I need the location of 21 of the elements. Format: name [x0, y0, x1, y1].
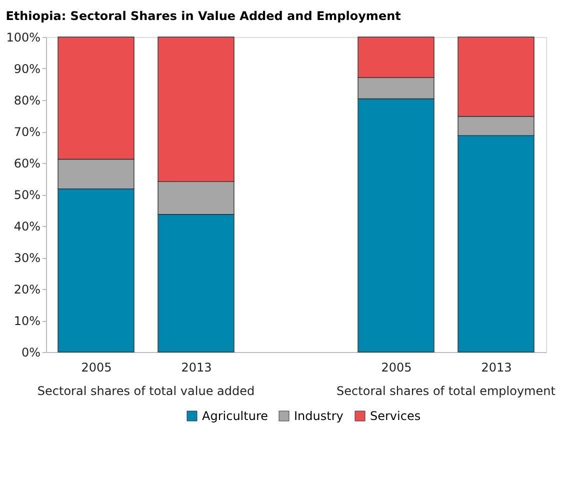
text: Sectoral shares of total value added [37, 384, 255, 398]
x-tick-label: 2005 [381, 360, 412, 374]
y-tick-label: 20% [14, 282, 40, 296]
y-tick-label: 100% [6, 30, 40, 44]
x-tick-label: 2005 [81, 360, 112, 374]
y-tick-label: 70% [14, 125, 40, 139]
y-tick-label: 90% [14, 62, 40, 76]
x-tick-label: 2013 [481, 360, 512, 374]
y-tick-label: 50% [14, 188, 40, 202]
y-tick-label: 30% [14, 251, 40, 265]
x-tick-label: 2013 [181, 360, 212, 374]
text: Sectoral shares of total employment [336, 384, 556, 398]
y-tick-label: 10% [14, 314, 40, 328]
y-tick-label: 0% [21, 346, 40, 360]
legend-label: Industry [294, 409, 344, 423]
y-tick-label: 60% [14, 156, 40, 170]
chart-title: Ethiopia: Sectoral Shares in Value Added and Employment [6, 9, 402, 23]
legend-label: Agriculture [202, 409, 268, 423]
y-tick-label: 40% [14, 220, 40, 234]
y-tick-label: 80% [14, 94, 40, 108]
legend-label: Services [370, 409, 421, 423]
